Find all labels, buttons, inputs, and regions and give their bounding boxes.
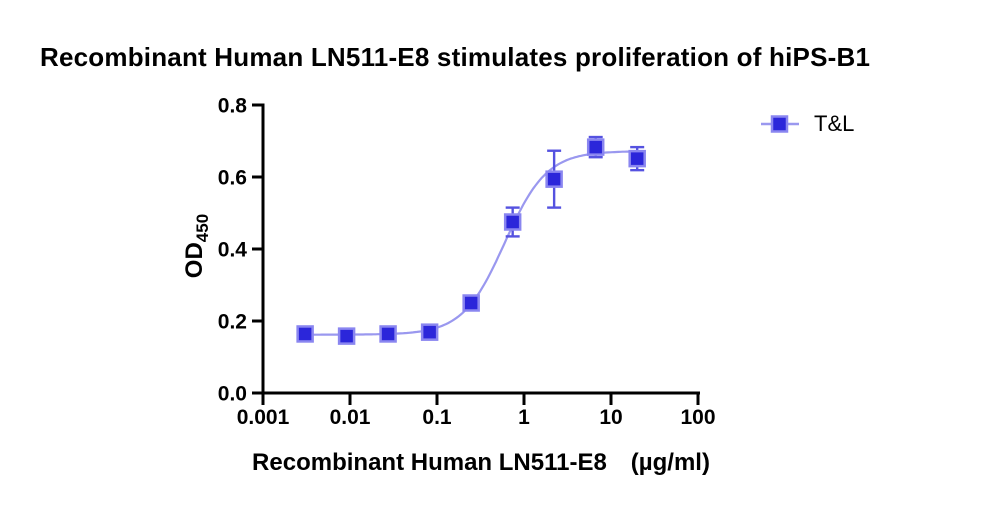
x-axis-unit: (µg/ml): [630, 449, 710, 476]
x-tick-label: 0.1: [422, 406, 452, 429]
legend: T&L: [761, 111, 854, 137]
data-point-marker: [462, 294, 480, 312]
data-point-marker: [296, 325, 314, 343]
data-point-marker: [586, 138, 605, 156]
x-axis-label-text: Recombinant Human LN511-E8: [252, 449, 607, 476]
y-tick-label: 0.4: [218, 239, 248, 262]
x-axis-label: Recombinant Human LN511-E8 (µg/ml): [252, 449, 710, 477]
data-point-marker: [420, 323, 439, 341]
data-point-marker: [545, 170, 563, 188]
data-point-marker: [503, 213, 522, 231]
x-tick-label: 100: [680, 406, 715, 429]
data-point-marker: [628, 149, 646, 168]
y-tick-label: 0.6: [218, 167, 247, 190]
x-tick-label: 10: [599, 406, 622, 429]
x-tick-label: 0.01: [330, 406, 371, 429]
chart-title: Recombinant Human LN511-E8 stimulates pr…: [40, 42, 871, 72]
legend-label: T&L: [814, 111, 855, 136]
x-tick-label: 0.001: [237, 406, 290, 429]
y-tick-label: 0.0: [218, 383, 247, 406]
data-point-marker: [379, 325, 397, 343]
y-tick-label: 0.8: [218, 95, 248, 118]
legend-marker-icon: [761, 115, 799, 133]
x-tick-label: 1: [518, 406, 530, 429]
data-point-marker: [337, 327, 356, 345]
y-tick-label: 0.2: [218, 311, 247, 334]
